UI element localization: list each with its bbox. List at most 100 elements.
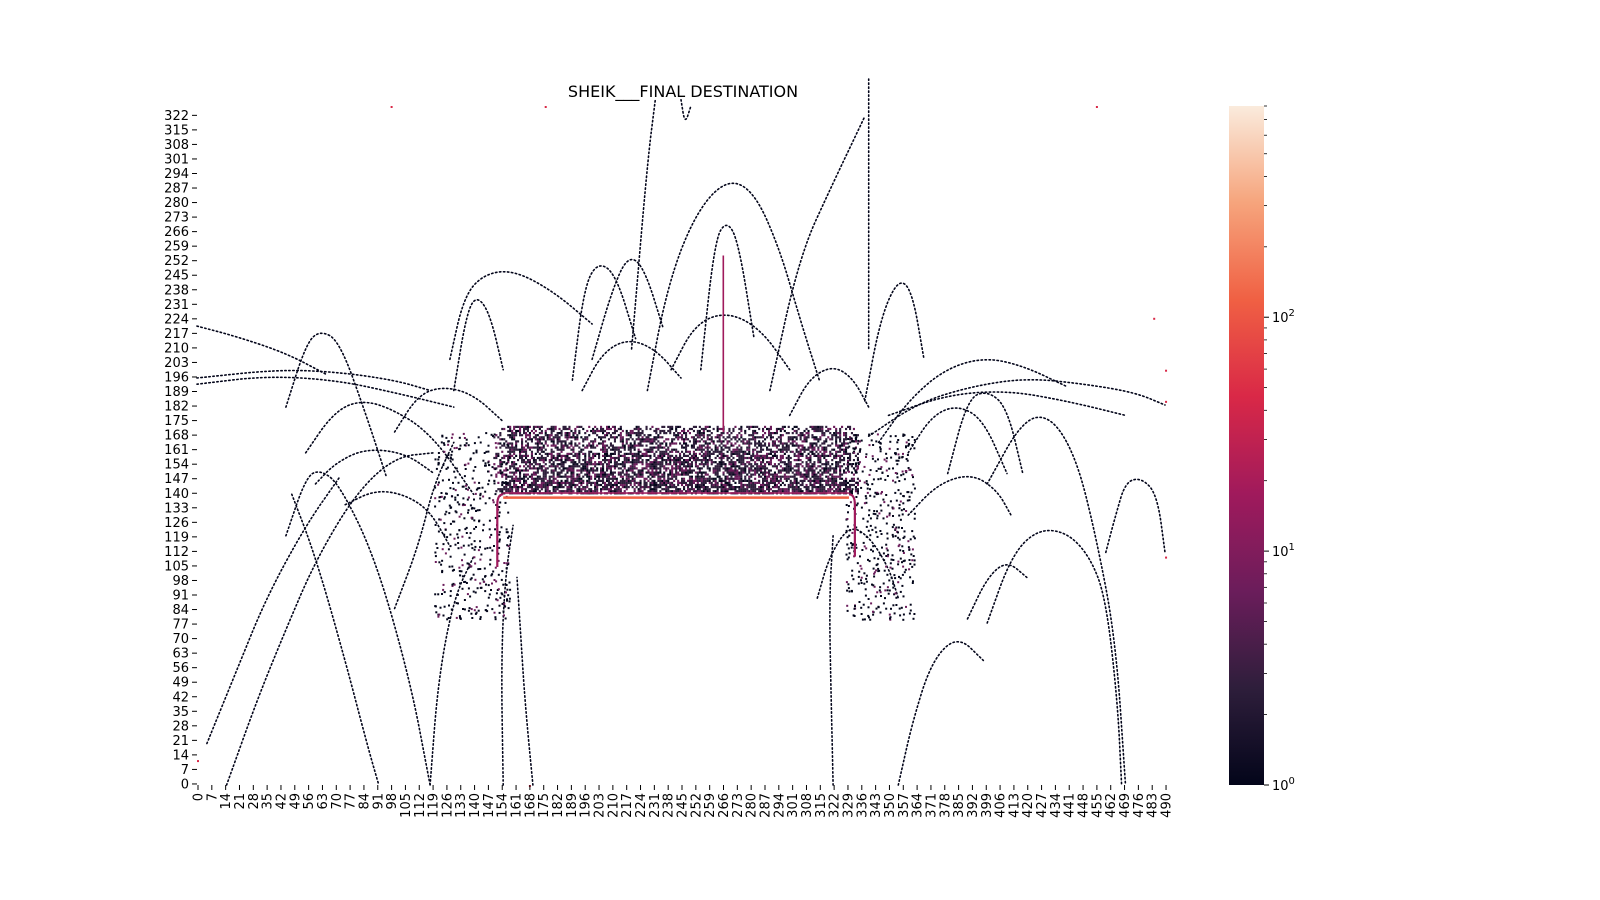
heat-cell [829, 465, 832, 468]
heat-cell [590, 461, 593, 464]
heat-cell [726, 436, 729, 439]
heat-cell [675, 467, 678, 470]
heat-cell [592, 454, 595, 457]
heat-cell [653, 488, 656, 491]
heat-cell [864, 588, 867, 591]
heat-cell [718, 475, 721, 478]
heat-cell [839, 427, 842, 431]
heat-cell [748, 471, 751, 474]
heat-cell [807, 446, 810, 449]
heat-cell [669, 456, 672, 460]
heat-cell [846, 518, 849, 520]
heat-cell [434, 486, 437, 489]
heat-cell [700, 427, 703, 431]
heat-cell [852, 434, 855, 437]
heat-cell [501, 461, 504, 464]
heat-cell [639, 427, 642, 431]
heat-cell [475, 611, 478, 614]
x-tick-label: 476 [1132, 793, 1147, 818]
heat-cell [740, 429, 743, 433]
heat-cell [542, 479, 545, 482]
heat-cell [511, 434, 514, 437]
heat-cell [740, 436, 743, 439]
heat-cell [835, 471, 838, 474]
heat-cell [649, 461, 652, 464]
heat-cell [627, 486, 630, 489]
heat-cell [891, 554, 894, 557]
heat-cell [734, 477, 737, 480]
heat-cell [688, 479, 691, 482]
heat-cell [712, 467, 715, 470]
trajectory-32 [946, 392, 1024, 475]
heat-cell [748, 444, 751, 447]
heat-cell [752, 452, 755, 455]
heat-cell [493, 579, 496, 581]
heat-cell [892, 523, 895, 526]
heat-cell [899, 492, 902, 495]
y-tick-label: 168 [164, 429, 189, 444]
heat-cell [716, 490, 719, 493]
heat-cell [835, 477, 838, 480]
heat-cell [602, 475, 605, 478]
heat-cell [874, 526, 877, 529]
heat-cell [661, 463, 664, 466]
heat-cell [675, 461, 678, 464]
heat-cell [807, 475, 810, 478]
heat-cell [643, 467, 646, 470]
heat-cell [878, 589, 881, 592]
heat-cell [677, 488, 680, 491]
heat-cell [472, 452, 475, 455]
heat-cell [631, 438, 634, 441]
heat-cell [552, 429, 555, 433]
heat-cell [728, 427, 731, 431]
heat-cell [813, 473, 816, 476]
heat-cell [740, 490, 743, 493]
heat-cell [655, 471, 658, 474]
heat-cell [762, 486, 765, 489]
heat-cell [540, 467, 543, 470]
heat-cell [683, 481, 686, 484]
heat-cell [542, 446, 545, 449]
heat-cell [825, 429, 828, 433]
heat-cell [590, 481, 593, 484]
heat-cell [738, 454, 741, 457]
heat-cell [594, 483, 597, 487]
heat-cell [671, 425, 674, 428]
heat-cell [627, 475, 630, 478]
heat-cell [807, 488, 810, 491]
heat-cell [870, 432, 873, 435]
heat-cell [548, 427, 551, 431]
heat-cell [708, 459, 711, 462]
heat-cell [762, 473, 765, 476]
heat-cell [507, 488, 510, 491]
trajectory-38 [1105, 478, 1166, 554]
heat-cell [720, 477, 723, 480]
heat-cell [562, 427, 565, 431]
heat-cell [546, 452, 549, 455]
heat-cell [667, 454, 670, 457]
heat-cell [487, 444, 490, 447]
heat-cell [548, 477, 551, 480]
heat-cell [852, 473, 855, 476]
heat-cell [700, 432, 703, 435]
heat-cell [617, 434, 620, 437]
heat-cell [655, 432, 658, 435]
heat-cell [817, 490, 820, 493]
heat-cell [899, 557, 902, 560]
heat-cell [671, 440, 674, 443]
heat-cell [574, 427, 577, 431]
heat-cell [509, 425, 512, 428]
heat-cell [854, 465, 857, 468]
heat-cell [679, 481, 682, 484]
heat-cell [736, 454, 739, 457]
heat-cell [750, 481, 753, 484]
heat-cell [488, 528, 491, 531]
heat-cell [572, 463, 575, 466]
heat-cell [669, 463, 672, 466]
heat-cell [635, 459, 638, 462]
heat-cell [564, 467, 567, 470]
heat-cell [897, 563, 900, 566]
heat-cell [467, 444, 470, 447]
heat-cell [546, 427, 549, 431]
heat-cell [615, 483, 618, 487]
